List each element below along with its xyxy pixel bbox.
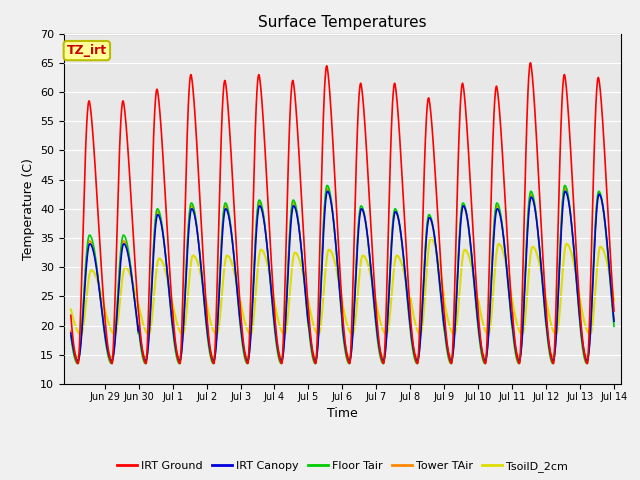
- TsoilD_2cm: [610, 298, 618, 303]
- IRT Canopy: [471, 283, 479, 289]
- Floor Tair: [471, 288, 479, 293]
- IRT Ground: [67, 312, 75, 318]
- TsoilD_2cm: [471, 278, 479, 284]
- TsoilD_2cm: [152, 274, 159, 280]
- Floor Tair: [610, 324, 618, 329]
- IRT Ground: [527, 60, 534, 66]
- Tower TAir: [561, 185, 569, 191]
- IRT Ground: [550, 345, 558, 351]
- TsoilD_2cm: [604, 262, 611, 268]
- IRT Ground: [471, 254, 479, 260]
- TsoilD_2cm: [328, 251, 336, 256]
- Line: IRT Ground: IRT Ground: [71, 63, 614, 363]
- IRT Ground: [108, 360, 116, 366]
- IRT Ground: [152, 90, 160, 96]
- Line: Tower TAir: Tower TAir: [71, 188, 614, 358]
- IRT Canopy: [67, 330, 75, 336]
- Legend: IRT Ground, IRT Canopy, Floor Tair, Tower TAir, TsoilD_2cm: IRT Ground, IRT Canopy, Floor Tair, Towe…: [112, 457, 573, 477]
- TsoilD_2cm: [318, 314, 326, 320]
- Tower TAir: [318, 254, 326, 260]
- Y-axis label: Temperature (C): Temperature (C): [22, 158, 35, 260]
- Tower TAir: [152, 213, 160, 219]
- TsoilD_2cm: [550, 330, 558, 336]
- Floor Tair: [550, 355, 558, 361]
- IRT Canopy: [561, 189, 569, 194]
- IRT Canopy: [328, 208, 336, 214]
- TsoilD_2cm: [484, 332, 492, 337]
- Floor Tair: [152, 213, 159, 219]
- X-axis label: Time: Time: [327, 407, 358, 420]
- IRT Ground: [604, 204, 611, 209]
- Floor Tair: [328, 206, 336, 212]
- Tower TAir: [471, 284, 479, 289]
- TsoilD_2cm: [427, 235, 435, 241]
- IRT Canopy: [550, 355, 558, 361]
- IRT Ground: [610, 308, 618, 314]
- Line: Floor Tair: Floor Tair: [71, 185, 614, 363]
- IRT Canopy: [318, 261, 326, 267]
- IRT Canopy: [604, 246, 611, 252]
- Floor Tair: [561, 182, 569, 188]
- Tower TAir: [610, 317, 618, 323]
- IRT Ground: [328, 129, 336, 135]
- Tower TAir: [550, 352, 558, 358]
- TsoilD_2cm: [67, 307, 75, 312]
- Tower TAir: [604, 247, 611, 253]
- Title: Surface Temperatures: Surface Temperatures: [258, 15, 427, 30]
- IRT Canopy: [610, 318, 618, 324]
- Floor Tair: [175, 360, 183, 366]
- Line: IRT Canopy: IRT Canopy: [71, 192, 614, 360]
- IRT Ground: [318, 157, 326, 163]
- Tower TAir: [328, 207, 336, 213]
- IRT Canopy: [142, 358, 150, 363]
- Floor Tair: [67, 333, 75, 339]
- Floor Tair: [604, 249, 611, 254]
- IRT Canopy: [152, 218, 160, 224]
- Floor Tair: [318, 252, 326, 257]
- Line: TsoilD_2cm: TsoilD_2cm: [71, 238, 614, 335]
- Tower TAir: [142, 355, 150, 360]
- Text: TZ_irt: TZ_irt: [67, 44, 107, 57]
- Tower TAir: [67, 328, 75, 334]
